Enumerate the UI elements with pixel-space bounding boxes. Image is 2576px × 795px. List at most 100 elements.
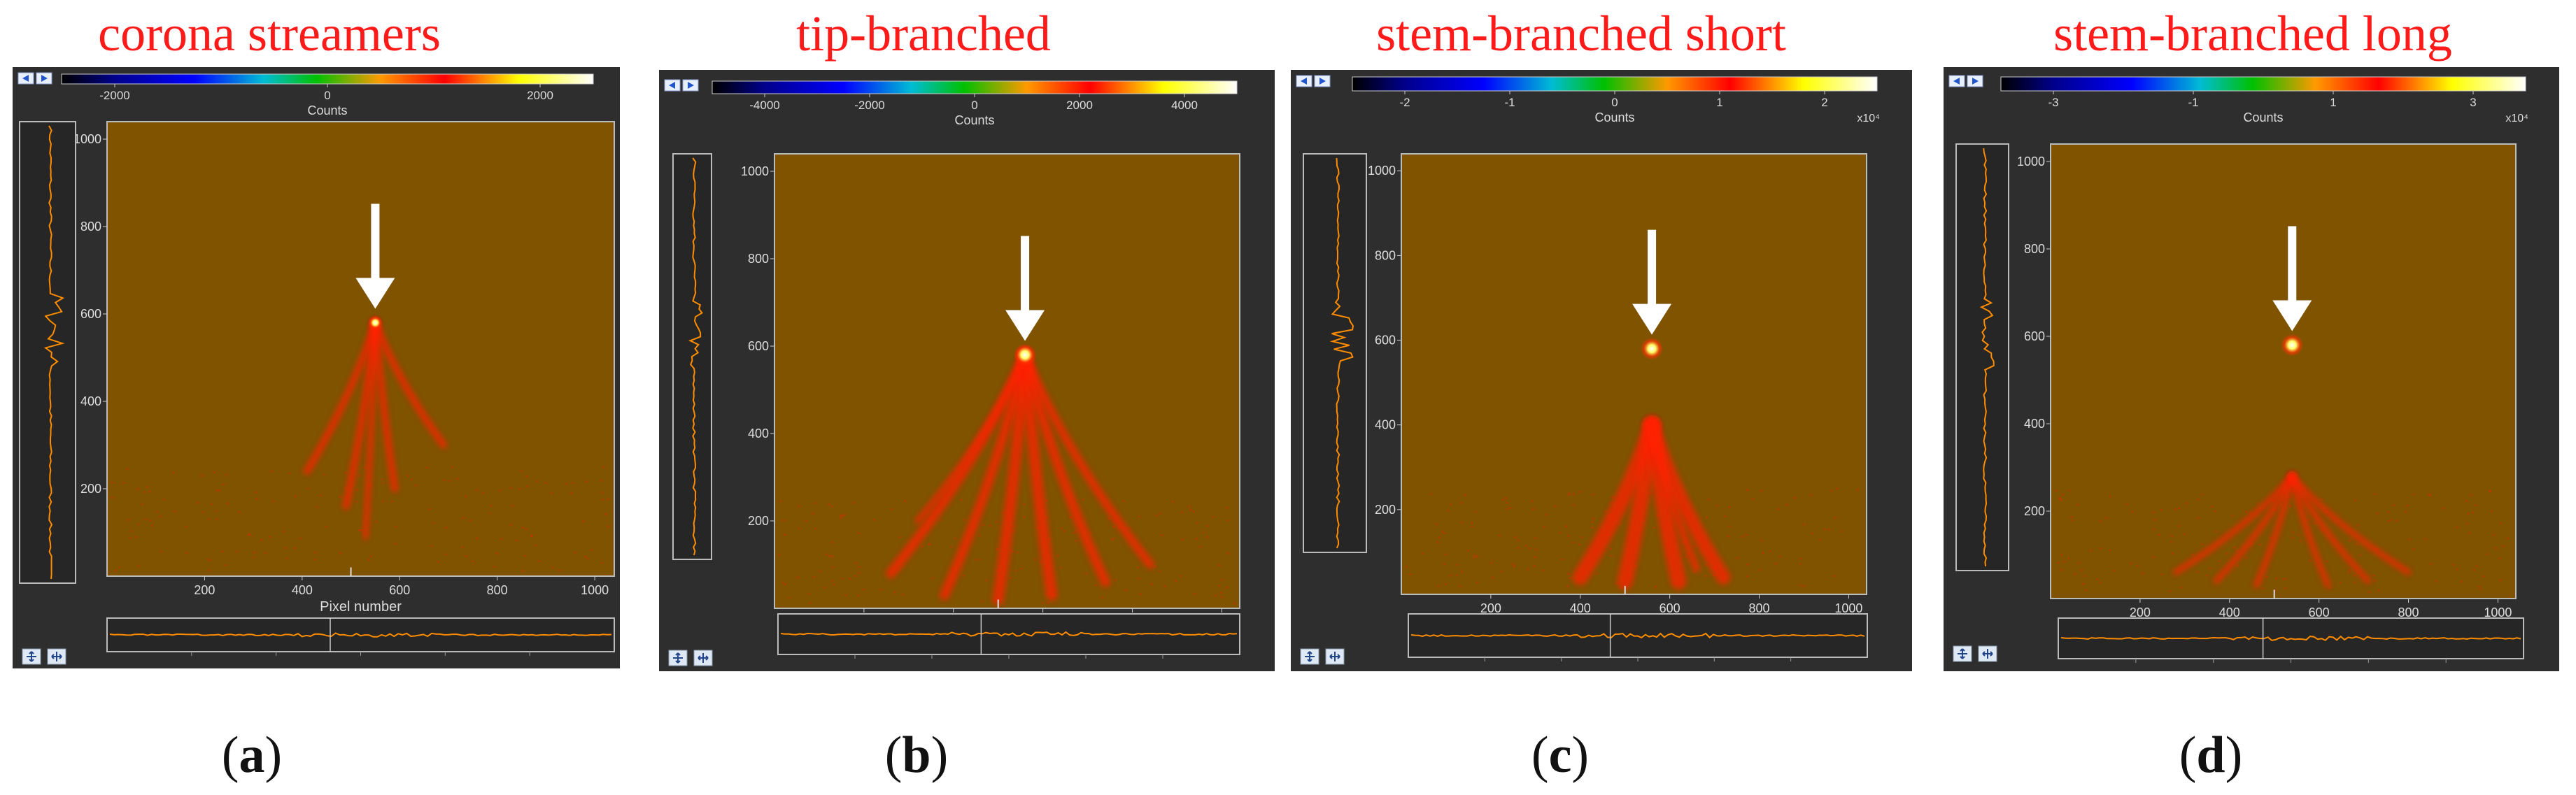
caption-a: (a)	[221, 726, 283, 784]
panel-a: -2000 0 2000 Counts 1000 800 600 400 200 200 400 60…	[13, 67, 620, 668]
right-arrow-button[interactable]	[36, 72, 52, 85]
horizontal-profile-d[interactable]	[2058, 617, 2524, 663]
pan-icon	[1329, 652, 1340, 661]
left-arrow-button[interactable]	[664, 79, 681, 92]
vertical-profile-d[interactable]	[1955, 143, 2009, 571]
colorbar-label: Counts	[954, 113, 994, 127]
y-tick-label: 800	[80, 220, 101, 234]
vertical-profile-frame[interactable]	[1955, 143, 2009, 571]
colorbar-b: -4000 -2000 0 2000 4000 Counts	[712, 80, 1238, 127]
y-tick-label: 800	[748, 252, 769, 266]
streamer-branch	[1020, 350, 1111, 587]
arrow-indicator	[355, 203, 395, 309]
y-tick-label: 400	[1375, 418, 1396, 432]
horizontal-profile-a[interactable]	[106, 617, 615, 656]
y-tick-label: 1000	[1368, 164, 1396, 178]
horizontal-profile-trace	[109, 632, 612, 638]
pan-button[interactable]	[1325, 648, 1345, 665]
colorbar-tick-label: 2	[1821, 96, 1827, 109]
y-tick-label: 200	[2024, 504, 2045, 518]
horizontal-profile-b[interactable]	[777, 613, 1240, 659]
image-area-c[interactable]	[1401, 153, 1867, 595]
pan-button[interactable]	[693, 650, 713, 666]
caption-d-letter: d	[2196, 726, 2225, 784]
right-arrow-icon	[688, 82, 694, 89]
left-arrow-button[interactable]	[1948, 75, 1965, 87]
caption-d: (d)	[2179, 726, 2243, 784]
vertical-profile-trace	[688, 157, 703, 556]
image-area-b[interactable]	[774, 153, 1240, 609]
horizontal-profile-c[interactable]	[1408, 613, 1868, 661]
arrow-indicator	[2272, 226, 2312, 331]
vertical-profile-frame[interactable]	[1303, 153, 1367, 553]
zoom-icon	[1958, 648, 1967, 659]
vertical-profile-a[interactable]	[19, 121, 76, 584]
y-tick-label: 800	[1375, 248, 1396, 262]
colorbar-exponent: x10⁴	[1857, 113, 1880, 124]
colorbar-label: Counts	[1594, 110, 1634, 124]
y-tick-label: 200	[1375, 503, 1396, 517]
zoom-icon	[1305, 651, 1315, 662]
vertical-profile-frame[interactable]	[19, 121, 76, 584]
y-tick-label: 1000	[73, 132, 101, 146]
vertical-profile-trace	[43, 125, 65, 580]
title-b: tip-branched	[796, 6, 1051, 62]
colorbar-a: -2000 0 2000 Counts	[61, 73, 594, 117]
pan-button[interactable]	[1978, 645, 1997, 662]
viewer-b: -4000 -2000 0 2000 4000 Counts 1000 800 600 400 20…	[664, 79, 1240, 666]
image-area-a[interactable]	[106, 121, 615, 577]
right-arrow-icon	[1972, 78, 1979, 85]
vertical-profile-trace	[1329, 157, 1354, 549]
streamer-branch	[303, 319, 379, 475]
vertical-profile-c[interactable]	[1303, 153, 1367, 553]
image-area-d[interactable]	[2050, 143, 2517, 599]
x-tick-label: 600	[1659, 601, 1680, 615]
left-arrow-icon	[1301, 78, 1307, 85]
zoom-button[interactable]	[22, 648, 41, 665]
zoom-button[interactable]	[1953, 645, 1972, 662]
tool-icons-a	[22, 648, 66, 665]
vertical-profile-b[interactable]	[672, 153, 712, 560]
left-arrow-button[interactable]	[17, 72, 34, 85]
pan-button[interactable]	[47, 648, 66, 665]
colorbar-scale	[1352, 76, 1878, 92]
colorbar-tick-label: 1	[1716, 96, 1722, 109]
right-arrow-icon	[1319, 78, 1326, 85]
streamer-branch	[362, 320, 378, 540]
y-tick-label: 400	[2024, 417, 2045, 431]
streamer-branch	[2289, 473, 2371, 584]
x-tick-label: 1000	[1834, 601, 1862, 615]
colorbar-scale	[712, 80, 1238, 94]
arrow-indicator	[1632, 229, 1672, 335]
colorbar-tick-label: 0	[324, 89, 330, 102]
streamer-head-glow	[1014, 343, 1037, 366]
streamer-branch	[1021, 350, 1155, 569]
streamer-branch	[2289, 473, 2412, 575]
left-arrow-button[interactable]	[1296, 75, 1312, 87]
colorbar-tick-label: -3	[2048, 96, 2058, 109]
image-frame[interactable]	[2050, 143, 2517, 599]
zoom-button[interactable]	[1300, 648, 1319, 665]
right-arrow-button[interactable]	[1314, 75, 1331, 87]
horizontal-profile-trace	[780, 631, 1238, 637]
colorbar-label: Counts	[2243, 110, 2283, 124]
toolbar-c	[1296, 75, 1331, 87]
streamer-branch	[371, 319, 448, 449]
streamer-branch	[914, 352, 1028, 524]
colorbar-tick-label: -4000	[749, 99, 779, 112]
y-tick-label: 800	[2024, 242, 2045, 256]
right-arrow-button[interactable]	[682, 79, 699, 92]
x-tick-label: 800	[1749, 601, 1770, 615]
colorbar-tick-label: -2	[1399, 96, 1410, 109]
zoom-button[interactable]	[668, 650, 688, 666]
toolbar-d	[1948, 75, 1983, 87]
y-tick-label: 400	[80, 394, 101, 408]
x-tick-label: 400	[1570, 601, 1591, 615]
colorbar-tick-label: -2000	[99, 89, 129, 102]
right-arrow-button[interactable]	[1967, 75, 1983, 87]
tool-icons-c	[1300, 648, 1345, 665]
x-tick-label: 200	[194, 583, 215, 597]
colorbar-tick-label: -1	[2188, 96, 2198, 109]
vertical-profile-trace	[1979, 148, 1995, 567]
image-frame[interactable]	[106, 121, 615, 577]
